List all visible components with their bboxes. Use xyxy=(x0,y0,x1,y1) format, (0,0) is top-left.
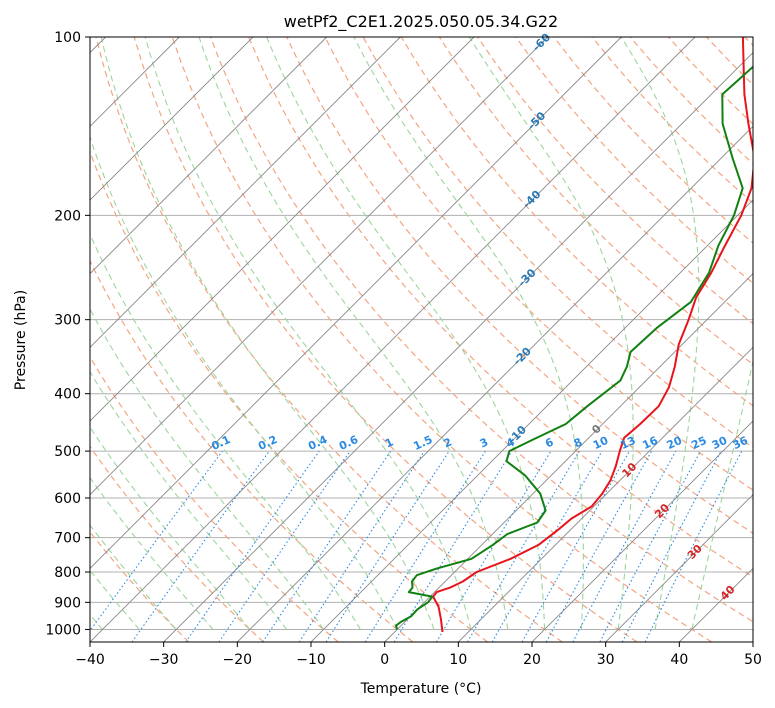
mixing-ratio-line xyxy=(545,450,653,642)
isotherm-line xyxy=(90,37,548,496)
x-tick-label: −30 xyxy=(149,652,179,668)
moist-adiabat-line xyxy=(90,524,177,630)
y-axis-title: Pressure (hPa) xyxy=(13,290,29,390)
moist-adiabat-line xyxy=(90,370,288,630)
mixing-ratio-line xyxy=(131,450,270,642)
mixing-ratio-label: 30 xyxy=(710,434,730,452)
moist-adiabat-line xyxy=(620,37,700,630)
isotherm-line xyxy=(90,37,622,569)
isotherm-line xyxy=(384,273,753,642)
isotherm-line xyxy=(531,420,753,642)
plot-area xyxy=(90,37,753,642)
y-tick-label: 700 xyxy=(54,531,81,547)
isotherm-line xyxy=(90,37,696,642)
moist-adiabat-line xyxy=(691,358,753,630)
dry-adiabat-line xyxy=(248,37,753,578)
mixing-ratio-line xyxy=(90,450,223,632)
mixing-ratio-line xyxy=(325,450,450,642)
mixing-ratio-label: 16 xyxy=(640,434,660,452)
isotherm-line xyxy=(163,52,753,642)
y-tick-label: 300 xyxy=(54,313,81,329)
isotherm-line xyxy=(90,37,254,201)
x-tick-label: 0 xyxy=(380,652,389,668)
x-tick-label: −40 xyxy=(75,652,105,668)
mixing-ratio-line xyxy=(298,450,425,642)
dry-adiabat-line xyxy=(324,37,753,491)
moist-adiabat-line xyxy=(90,569,140,630)
moist-adiabat-line xyxy=(100,37,435,630)
moist-adiabat-line xyxy=(469,37,634,630)
y-tick-label: 100 xyxy=(54,30,81,46)
mixing-ratio-label: 36 xyxy=(731,434,751,452)
mixing-ratio-line xyxy=(393,450,513,642)
moist-adiabat-line xyxy=(90,232,361,630)
y-tick-label: 400 xyxy=(54,387,81,403)
x-tick-label: 50 xyxy=(744,652,762,668)
mixing-ratio-label: 20 xyxy=(665,434,685,452)
x-tick-label: 10 xyxy=(449,652,467,668)
mixing-ratio-line xyxy=(572,450,677,642)
moist-adiabat-line xyxy=(144,37,472,630)
x-tick-label: 30 xyxy=(597,652,615,668)
mixing-ratio-label: 10 xyxy=(591,434,611,452)
mixing-ratio-label: 25 xyxy=(689,434,708,452)
isotherm-line xyxy=(458,346,753,642)
plot-frame xyxy=(89,36,754,643)
dry-adiabat-line xyxy=(90,259,414,642)
isotherm-line xyxy=(90,37,401,348)
dry-adiabat-line xyxy=(95,37,563,642)
mixing-ratio-label: 13 xyxy=(618,434,637,452)
y-tick-label: 800 xyxy=(54,565,81,581)
y-tick-label: 1000 xyxy=(45,622,81,638)
x-tick-label: 40 xyxy=(670,652,688,668)
moist-adiabat-line xyxy=(90,135,398,630)
moist-adiabat-line xyxy=(266,37,546,630)
moist-adiabat-line xyxy=(90,476,214,630)
dry-adiabat-line xyxy=(171,37,713,642)
x-axis-title: Temperature (°C) xyxy=(360,681,482,697)
isotherm-line xyxy=(90,37,327,275)
moist-adiabat-line xyxy=(90,426,251,630)
axes: −40 −30 −20 −10 0 10 20 30 40 50 100 200 300 400 500 60… xyxy=(45,30,762,668)
isotherm-line xyxy=(605,494,753,642)
isotherm-line xyxy=(310,199,753,642)
x-tick-label: 20 xyxy=(523,652,541,668)
x-tick-label: −10 xyxy=(296,652,326,668)
dry-adiabat-line xyxy=(90,355,339,642)
moist-adiabat-line xyxy=(90,307,325,630)
y-tick-label: 600 xyxy=(54,491,81,507)
isotherm-line xyxy=(237,125,753,642)
chart-title: wetPf2_C2E1.2025.050.05.34.G22 xyxy=(284,12,558,32)
mixing-ratio-line xyxy=(185,450,320,642)
y-tick-label: 500 xyxy=(54,444,81,460)
dry-adiabat-line xyxy=(209,37,753,623)
moist-adiabat-line xyxy=(353,37,584,630)
y-tick-label: 900 xyxy=(54,595,81,611)
y-tick-label: 200 xyxy=(54,208,81,224)
x-tick-label: −20 xyxy=(223,652,253,668)
dry-adiabat-line xyxy=(133,37,638,642)
moist-adiabat-line xyxy=(198,37,509,630)
dry-adiabat-line xyxy=(515,37,753,284)
temperature-profile-line xyxy=(432,37,753,633)
isotherm-line xyxy=(90,37,475,422)
mixing-ratio-line xyxy=(262,450,392,642)
dewpoint-profile-line xyxy=(395,65,753,630)
mixing-ratio-line xyxy=(644,450,743,642)
mixing-ratio-line xyxy=(218,450,351,642)
dry-adiabat-line xyxy=(90,445,264,642)
dry-adiabat-line xyxy=(286,37,753,534)
mixing-ratio-line xyxy=(521,450,630,642)
